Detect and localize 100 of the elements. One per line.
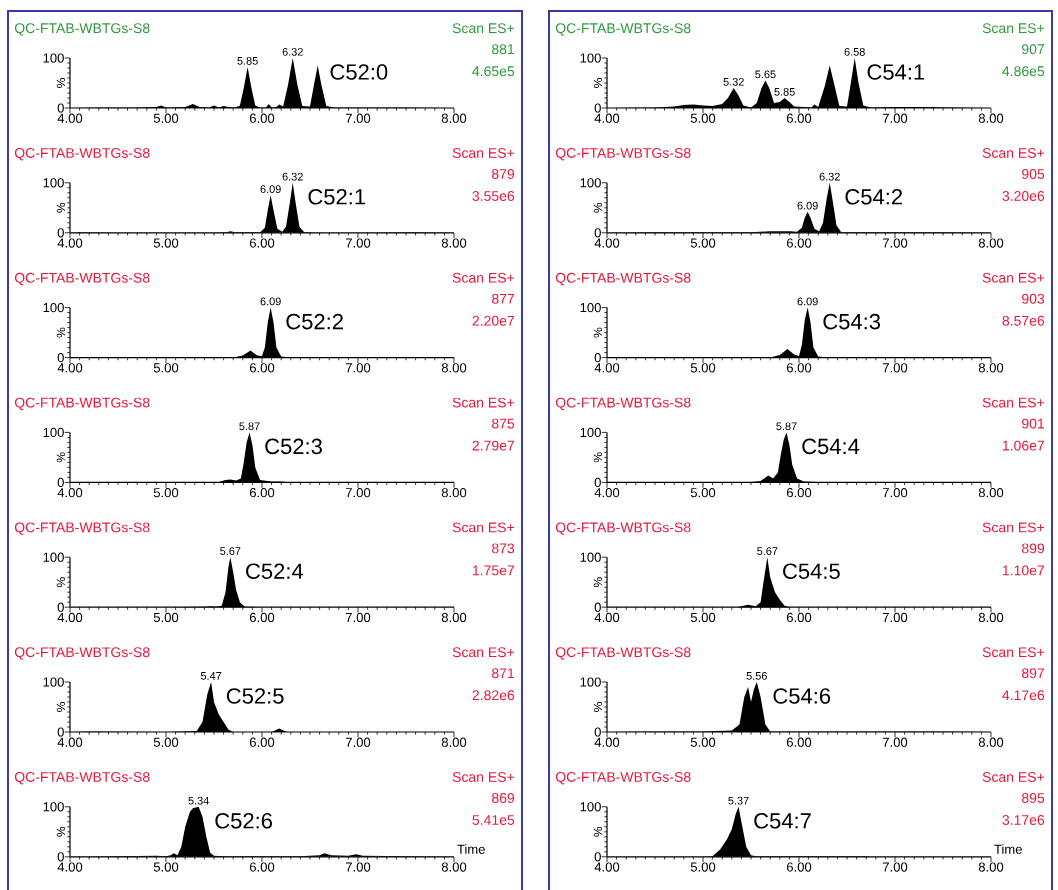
chart-title: QC-FTAB-WBTGs-S8 [555,772,691,785]
chart-subtitle: Scan ES+ [982,23,1045,34]
x-tick-label: 7.00 [345,862,371,872]
annotation: C52:6 [215,813,272,829]
x-tick-label: 8.00 [441,612,467,623]
x-tick-label: 7.00 [345,612,371,623]
annotation: C52:2 [286,313,343,330]
text: 879 [491,169,515,179]
x-tick-label: 7.00 [345,737,371,747]
y-tick-label: 100 [580,53,601,63]
x-tick-label: 4.00 [57,113,83,123]
x-tick-label: 4.00 [594,488,620,498]
x-tick-label: 6.00 [786,737,812,747]
chart-subtitle: Scan ES+ [982,772,1045,782]
annotation: 5.32 [723,77,744,86]
x-tick-label: 8.00 [978,737,1004,747]
chart-title: QC-FTAB-WBTGs-S8 [14,772,150,785]
text: 3.55e6 [472,191,515,201]
y-tick-label: 0 [594,477,601,488]
annotation: 5.67 [220,547,241,555]
text: 5.41e5 [472,815,515,825]
annotation: C52:4 [246,563,304,579]
y-tick-label: 100 [580,552,601,562]
text: 871 [491,668,515,679]
annotation: 5.67 [757,547,778,555]
x-tick-label: 4.00 [57,238,83,248]
y-axis-title: % [56,826,66,837]
x-tick-label: 6.00 [786,488,812,498]
y-tick-label: 100 [43,178,64,188]
y-tick-label: 0 [57,103,64,113]
annotation: C54:2 [845,189,902,205]
x-tick-label: 8.00 [978,363,1004,373]
annotation: C52:0 [330,64,388,80]
annotation: 6.32 [282,172,303,181]
annotation: 6.09 [260,297,281,306]
chart-title: QC-FTAB-WBTGs-S8 [14,647,150,660]
x-tick-label: 6.00 [786,363,812,373]
y-axis-title: % [593,577,603,588]
text: 869 [491,793,515,803]
annotation: C52:3 [265,438,322,455]
x-tick-label: 5.00 [153,612,179,623]
annotation: 5.34 [188,796,209,805]
x-tick-label: 7.00 [882,113,908,123]
x-tick-label: 7.00 [882,737,908,747]
y-tick-label: 0 [594,852,601,862]
text: 3.20e6 [1002,191,1045,201]
annotation: C54:3 [823,313,881,330]
y-tick-label: 100 [580,302,601,313]
text: 873 [491,543,515,554]
y-tick-label: 100 [43,552,64,562]
x-tick-label: 8.00 [978,113,1004,123]
x-tick-label: 6.00 [249,113,275,123]
x-tick-label: 7.00 [882,363,908,373]
text: 2.82e6 [472,690,515,701]
y-tick-label: 100 [43,302,64,313]
x-tick-label: 5.00 [690,113,716,123]
chart-subtitle: Scan ES+ [982,522,1045,533]
y-tick-label: 100 [43,677,64,687]
text: 899 [1021,543,1045,554]
y-tick-label: 100 [580,178,601,188]
x-tick-label: 8.00 [441,363,467,373]
text: Scan ES+ [452,272,515,283]
x-tick-label: 8.00 [978,862,1004,872]
text: 8.57e6 [1002,315,1045,326]
y-tick-label: 100 [43,427,64,438]
annotation: 5.85 [774,87,795,96]
x-tick-label: 5.00 [690,488,716,498]
y-tick-label: 100 [580,677,601,687]
y-axis-title: % [593,78,603,88]
x-tick-label: 6.00 [249,488,275,498]
text: 903 [1022,293,1045,304]
y-tick-label: 0 [57,602,64,612]
x-tick-label: 7.00 [345,488,371,498]
x-tick-label: 4.00 [57,612,83,623]
x-tick-label: 4.00 [57,363,83,373]
y-tick-label: 0 [57,852,64,862]
chart-title: QC-FTAB-WBTGs-S8 [555,397,691,411]
y-axis-title: % [56,702,66,712]
chart-title: QC-FTAB-WBTGs-S8 [555,148,691,161]
x-tick-label: 5.00 [153,862,179,872]
y-tick-label: 0 [57,727,64,737]
chart-title: QC-FTAB-WBTGs-S8 [555,272,691,286]
y-tick-label: 0 [57,477,64,488]
y-axis-title: % [56,577,66,588]
x-tick-label: 6.00 [249,612,275,623]
x-axis-title: Time [457,844,485,854]
text: 1.06e7 [1002,440,1045,451]
text: 2.79e7 [472,440,515,451]
y-tick-label: 100 [580,427,601,438]
y-tick-label: 0 [594,228,601,238]
annotation: C54:4 [802,438,860,455]
annotation: 6.09 [797,297,818,306]
annotation: 5.65 [755,70,776,79]
x-tick-label: 8.00 [978,488,1004,498]
x-tick-label: 4.00 [57,737,83,747]
x-tick-label: 6.00 [249,363,275,373]
y-tick-label: 100 [580,802,601,812]
text: Scan ES+ [452,23,515,34]
chart-title: QC-FTAB-WBTGs-S8 [14,272,150,286]
text: 4.86e5 [1002,66,1045,77]
